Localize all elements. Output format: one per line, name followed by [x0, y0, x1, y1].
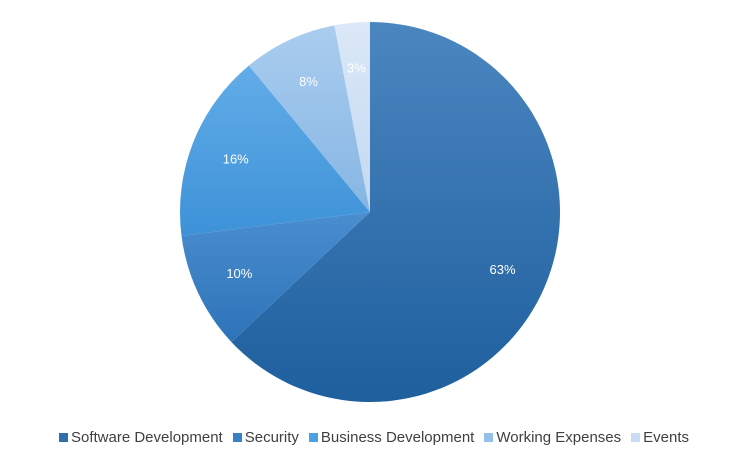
data-label-software-development: 63%: [490, 262, 516, 277]
legend-label: Working Expenses: [496, 428, 622, 446]
pie-slices: [180, 22, 560, 402]
pie-slice-working-expenses: [248, 25, 370, 213]
data-label-events: 3%: [347, 61, 366, 76]
legend-swatch: [308, 432, 318, 442]
legend: Software Development Security Business Dev…: [0, 427, 748, 447]
legend-label: Business Development: [320, 428, 475, 446]
data-label-working-expenses: 8%: [299, 74, 318, 89]
pie-slice-events: [334, 22, 370, 212]
legend-item-software-development: Software Development: [58, 428, 223, 446]
pie-data-labels: 63% 10% 16% 8% 3%: [223, 61, 516, 281]
legend-label: Software Development: [70, 428, 223, 446]
data-label-business-development: 16%: [223, 151, 249, 166]
data-label-security: 10%: [226, 266, 252, 281]
legend-swatch: [484, 432, 494, 442]
legend-item-working-expenses: Working Expenses: [484, 429, 621, 446]
legend-item-events: Events: [631, 429, 689, 446]
legend-item-security: Security: [232, 428, 299, 446]
legend-swatch: [631, 432, 641, 442]
legend-label: Events: [643, 428, 689, 446]
pie-slice-security: [181, 212, 370, 343]
legend-swatch: [58, 432, 68, 442]
pie-slice-software-development: [231, 22, 560, 402]
legend-item-business-development: Business Development: [308, 428, 475, 446]
legend-swatch: [232, 432, 242, 442]
legend-label: Security: [244, 428, 299, 446]
pie-slice-business-development: [180, 65, 370, 236]
